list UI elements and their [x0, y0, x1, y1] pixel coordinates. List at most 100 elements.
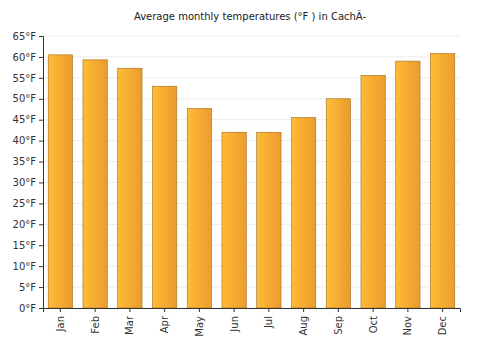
x-tick: Apr — [159, 308, 170, 333]
y-axis: 0°F 5°F 10°F 15°F 20°F 25°F 30°F 35°F 40°F 45°F 50… — [13, 31, 44, 314]
y-tick-mark — [39, 162, 43, 163]
y-tick-label: 60°F — [13, 52, 37, 63]
y-tick: 30°F — [13, 177, 43, 188]
x-axis: Jan Feb Mar Apr May Jun Jul Aug Sep Oct Nov Dec — [44, 308, 461, 337]
x-tick-mark — [373, 308, 374, 312]
bar — [152, 86, 176, 308]
y-tick-label: 50°F — [13, 93, 37, 104]
y-tick: 5°F — [19, 282, 43, 293]
y-tick: 60°F — [13, 52, 43, 63]
y-tick: 0°F — [19, 303, 43, 314]
y-tick: 10°F — [13, 261, 43, 272]
y-tick-label: 40°F — [13, 135, 37, 146]
x-tick-mark — [442, 308, 443, 312]
x-tick-label: Aug — [298, 316, 309, 336]
x-tick-mark — [338, 308, 339, 312]
title: Average monthly temperatures (°F ) in Ca… — [134, 10, 367, 22]
bar — [257, 132, 281, 308]
y-tick: 65°F — [13, 31, 43, 42]
y-tick-mark — [39, 203, 43, 204]
x-tick-label: Sep — [333, 316, 344, 335]
x-tick-mark — [199, 308, 200, 312]
y-tick-label: 45°F — [13, 114, 37, 125]
x-tick-label: Apr — [159, 315, 170, 333]
y-tick-mark — [39, 182, 43, 183]
x-tick-label: Jul — [263, 316, 274, 329]
y-tick-label: 65°F — [13, 31, 37, 42]
y-tick-label: 10°F — [13, 261, 37, 272]
bar — [430, 54, 454, 308]
x-tick-label: Mar — [124, 315, 135, 335]
bar — [396, 61, 420, 308]
x-tick-mark — [95, 308, 96, 312]
grid-line — [43, 56, 460, 57]
y-tick: 25°F — [13, 198, 43, 209]
x-tick-mark — [234, 308, 235, 312]
bar — [48, 55, 72, 308]
y-tick-mark — [39, 141, 43, 142]
y-tick-mark — [39, 36, 43, 37]
x-tick-mark — [407, 308, 408, 312]
y-tick-mark — [39, 78, 43, 79]
y-axis-line — [39, 37, 44, 309]
x-axis-line — [44, 309, 461, 313]
y-tick-label: 30°F — [13, 177, 37, 188]
y-tick-mark — [39, 99, 43, 100]
y-tick-label: 55°F — [13, 73, 37, 84]
y-tick-mark — [39, 57, 43, 58]
x-tick-mark — [303, 308, 304, 312]
bar — [291, 118, 315, 308]
y-tick: 40°F — [13, 135, 43, 146]
bar — [326, 99, 350, 308]
y-tick: 20°F — [13, 219, 43, 230]
x-tick: Dec — [437, 308, 448, 335]
bar — [118, 68, 142, 308]
y-tick: 45°F — [13, 114, 43, 125]
x-tick-label: Oct — [368, 316, 379, 333]
x-tick: Jan — [55, 308, 66, 332]
y-tick-label: 5°F — [19, 282, 36, 293]
y-tick-mark — [39, 308, 43, 309]
plot: 0°F 5°F 10°F 15°F 20°F 25°F 30°F 35°F 40°F 45°F 50… — [13, 31, 461, 337]
grid-line — [43, 36, 460, 37]
y-tick-label: 0°F — [19, 303, 36, 314]
y-tick: 55°F — [13, 73, 43, 84]
y-tick: 50°F — [13, 93, 43, 104]
x-tick-mark — [268, 308, 269, 312]
x-tick-mark — [60, 308, 61, 312]
y-tick-label: 35°F — [13, 156, 37, 167]
x-tick: Feb — [90, 308, 101, 334]
x-tick: May — [194, 308, 205, 337]
x-tick-label: Jun — [229, 316, 240, 333]
y-tick-mark — [39, 120, 43, 121]
y-tick-mark — [39, 245, 43, 246]
bar — [222, 132, 246, 308]
y-tick-label: 20°F — [13, 219, 37, 230]
y-tick-mark — [39, 287, 43, 288]
y-tick-label: 25°F — [13, 198, 37, 209]
x-tick-mark — [164, 308, 165, 312]
bar — [361, 75, 385, 308]
bar — [83, 60, 107, 308]
x-tick: Jun — [229, 308, 240, 333]
x-tick-label: Jan — [55, 316, 66, 332]
x-tick-label: May — [194, 316, 205, 337]
x-tick: Oct — [368, 308, 379, 333]
y-tick: 15°F — [13, 240, 43, 251]
grid — [43, 36, 460, 308]
x-tick: Jul — [263, 308, 274, 329]
bars — [48, 54, 455, 308]
x-tick-label: Dec — [437, 316, 448, 335]
bar — [187, 108, 211, 308]
x-tick: Sep — [333, 308, 344, 335]
x-tick-label: Feb — [90, 316, 101, 334]
x-tick: Mar — [124, 308, 135, 335]
y-tick: 35°F — [13, 156, 43, 167]
y-tick-mark — [39, 224, 43, 225]
x-tick: Aug — [298, 308, 309, 336]
x-tick-mark — [129, 308, 130, 312]
y-tick-label: 15°F — [13, 240, 37, 251]
chart: 0°F 5°F 10°F 15°F 20°F 25°F 30°F 35°F 40°F 45°F 50… — [0, 0, 500, 350]
x-tick-label: Nov — [402, 316, 413, 336]
y-tick-mark — [39, 266, 43, 267]
